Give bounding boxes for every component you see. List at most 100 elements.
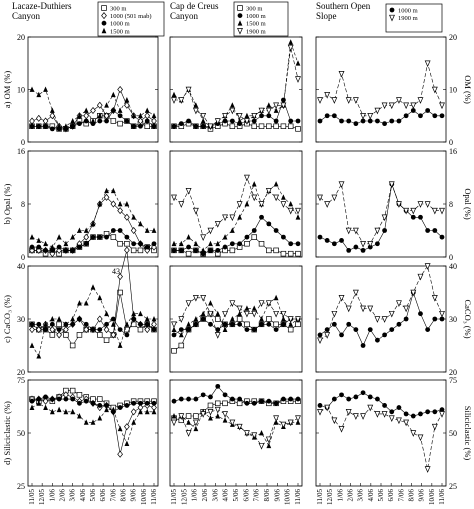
panel-r2-c1-point — [251, 310, 258, 318]
panel-r1-c2-point — [331, 194, 338, 202]
panel-r3-c0-point — [130, 408, 137, 416]
panel-r3-c0-point — [43, 394, 48, 400]
panel-r3-c1-point — [229, 419, 236, 427]
panel-r1-c1-point — [178, 201, 185, 208]
panel-r2-c2-point — [431, 295, 438, 302]
panel-r3-c1-point — [229, 396, 235, 402]
panel-r0-c2-point — [331, 113, 337, 119]
y-tick-label: 30 — [449, 315, 457, 324]
legend-label: 1500 m — [246, 21, 266, 28]
panel-r0-c2-point — [317, 118, 323, 124]
panel-r3-c1-point — [222, 392, 228, 398]
panel-r0-c1-point — [171, 91, 177, 98]
panel-r0-c0-point — [97, 112, 103, 119]
panel-r0-c2-point — [439, 113, 445, 119]
panel-r1-c1-point — [295, 214, 301, 220]
x-tick-label: 10/06 — [428, 489, 436, 505]
panel-r2-c0-point — [144, 316, 150, 322]
panel-r2-c0-point — [117, 342, 123, 348]
panel-r1-c1-point — [281, 234, 286, 240]
legend-label: 300 m — [110, 6, 126, 13]
y-tick-label: 8 — [21, 200, 25, 209]
panel-r0-c1-point — [171, 123, 177, 129]
panel-r1-c0-point — [90, 220, 96, 227]
panel-r2-c1-point — [258, 300, 265, 307]
panel-r3-c2-series-line — [319, 392, 443, 417]
panel-r3-c2-point — [317, 409, 323, 416]
panel-r2-c1-point — [273, 310, 280, 318]
panel-r2-c0-point — [36, 321, 42, 327]
panel-r0-c2-point — [439, 102, 445, 110]
panel-r2-c2-point — [317, 337, 323, 345]
panel-r1-c2-point — [345, 227, 352, 235]
panel-r1-c0-point — [144, 244, 150, 250]
panel-r0-c1-point — [229, 102, 235, 108]
panel-r0-c1-point — [287, 123, 294, 129]
panel-r1-c0-point — [110, 234, 117, 240]
panel-r1-c0-point — [43, 240, 48, 247]
panel-r2-c1-point — [214, 332, 221, 339]
x-tick-label: 11/05 — [28, 489, 36, 505]
panel-r2-c1-point — [185, 300, 192, 307]
panel-r3-c0-point — [124, 403, 130, 408]
panel-r2-c0-point — [138, 310, 143, 317]
panel-r2-c2-point — [374, 316, 381, 323]
panel-r3-c1-point — [193, 396, 199, 402]
panel-r2-c1-point — [266, 316, 272, 322]
panel-r3-c1-series-line — [173, 400, 298, 421]
panel-r2-c0-point — [131, 310, 137, 317]
panel-r2-c0-point — [117, 273, 123, 281]
y-tick-label: 50 — [449, 429, 457, 438]
panel-r0-c0-point — [29, 123, 35, 129]
panel-r1-c0-point — [77, 227, 82, 233]
panel-r2-c1-point — [244, 310, 250, 318]
panel-r1-c1-point — [295, 250, 301, 257]
panel-r1-c1-point — [171, 240, 177, 247]
panel-r1-c2-point — [381, 214, 388, 222]
panel-r2-c0-point — [90, 284, 96, 290]
panel-r1-c1-point — [251, 228, 257, 233]
panel-r1-c2-point — [317, 234, 323, 240]
panel-r0-c1-point — [207, 123, 214, 131]
panel-r0-c2-point — [418, 113, 423, 119]
panel-r2-c2-point — [360, 305, 366, 313]
y-tick-label: 10 — [449, 86, 457, 95]
panel-r2-c1-point — [215, 316, 221, 322]
panel-r1-c0-point — [83, 227, 89, 233]
panel-r0-c2-frame — [315, 36, 447, 143]
panel-r0-c2-point — [324, 91, 331, 99]
panel-r2-c1-point — [244, 305, 250, 311]
panel-r1-c1-point — [186, 234, 191, 240]
panel-r3-c2-point — [324, 404, 331, 412]
panel-r3-c1-point — [200, 411, 207, 418]
panel-r2-c2-point — [367, 305, 374, 313]
panel-r2-c2-point — [403, 316, 409, 322]
panel-r0-c1-point — [236, 112, 243, 120]
panel-r0-c1-point — [200, 123, 206, 129]
panel-r0-c0-point — [110, 91, 116, 98]
panel-r1-c0-point — [70, 247, 76, 253]
panel-r1-c2-point — [418, 214, 423, 220]
panel-r0-c1-series-line — [174, 47, 299, 127]
panel-r3-c0-point — [70, 396, 76, 402]
panel-r3-c1-point — [207, 409, 214, 416]
panel-r0-c0-point — [35, 114, 42, 122]
panel-r3-c1-point — [185, 413, 192, 419]
panel-r2-c2-point — [338, 295, 345, 302]
panel-r0-c1-point — [266, 102, 272, 108]
panel-r0-c2-point — [389, 118, 395, 124]
panel-r2-c2-point — [331, 310, 338, 318]
panel-r1-c2-point — [432, 228, 438, 233]
y-tick-label: 20 — [17, 368, 25, 377]
panel-r0-c0-point — [138, 112, 143, 119]
panel-r0-c1-point — [178, 97, 185, 104]
panel-r3-c1-point — [244, 430, 250, 437]
panel-r0-c1-point — [273, 102, 280, 110]
panel-r1-c0-point — [117, 241, 123, 247]
panel-r2-c1-point — [244, 327, 250, 332]
x-tick-label: 1/06 — [336, 489, 344, 502]
panel-r2-c1-point — [273, 294, 279, 301]
panel-r3-c0-point — [36, 396, 42, 402]
panel-r0-c0-point — [70, 123, 76, 129]
panel-r0-c2-point — [346, 118, 352, 124]
